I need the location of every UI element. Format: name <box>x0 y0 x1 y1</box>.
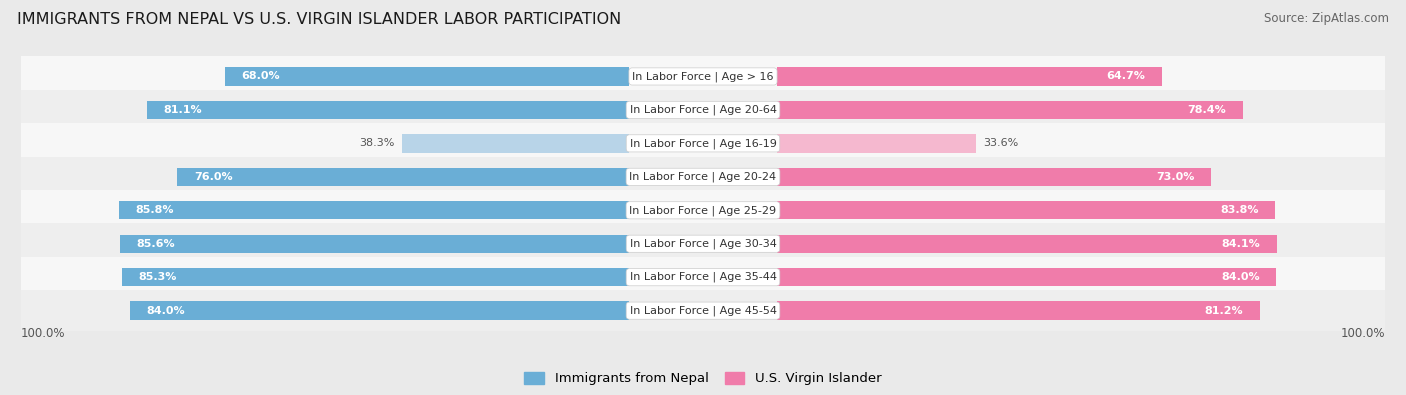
Text: In Labor Force | Age 20-64: In Labor Force | Age 20-64 <box>630 105 776 115</box>
Text: 100.0%: 100.0% <box>21 327 66 340</box>
Bar <box>776 268 1277 286</box>
Text: 73.0%: 73.0% <box>1156 172 1194 182</box>
Bar <box>129 301 630 320</box>
Text: IMMIGRANTS FROM NEPAL VS U.S. VIRGIN ISLANDER LABOR PARTICIPATION: IMMIGRANTS FROM NEPAL VS U.S. VIRGIN ISL… <box>17 12 621 27</box>
Bar <box>776 67 1161 86</box>
Bar <box>21 123 1385 164</box>
Text: In Labor Force | Age 20-24: In Labor Force | Age 20-24 <box>630 171 776 182</box>
Bar <box>776 167 1211 186</box>
Text: In Labor Force | Age 25-29: In Labor Force | Age 25-29 <box>630 205 776 216</box>
Bar <box>120 235 630 253</box>
Bar <box>21 257 1385 297</box>
Text: 83.8%: 83.8% <box>1220 205 1258 215</box>
Text: 38.3%: 38.3% <box>360 138 395 149</box>
Bar <box>21 224 1385 264</box>
Bar <box>146 101 630 119</box>
Text: 85.6%: 85.6% <box>136 239 176 249</box>
Text: 85.8%: 85.8% <box>135 205 174 215</box>
Text: In Labor Force | Age 30-34: In Labor Force | Age 30-34 <box>630 239 776 249</box>
Text: In Labor Force | Age > 16: In Labor Force | Age > 16 <box>633 71 773 82</box>
Text: In Labor Force | Age 35-44: In Labor Force | Age 35-44 <box>630 272 776 282</box>
Text: 81.1%: 81.1% <box>163 105 202 115</box>
Bar <box>122 268 630 286</box>
Text: 100.0%: 100.0% <box>1340 327 1385 340</box>
Text: Source: ZipAtlas.com: Source: ZipAtlas.com <box>1264 12 1389 25</box>
Text: 81.2%: 81.2% <box>1205 306 1243 316</box>
Bar <box>776 235 1277 253</box>
Text: 84.0%: 84.0% <box>146 306 186 316</box>
Text: 84.0%: 84.0% <box>1220 272 1260 282</box>
Bar <box>776 101 1243 119</box>
Bar <box>120 201 630 220</box>
Text: 76.0%: 76.0% <box>194 172 232 182</box>
Text: In Labor Force | Age 45-54: In Labor Force | Age 45-54 <box>630 305 776 316</box>
Bar <box>21 156 1385 197</box>
Bar <box>177 167 630 186</box>
Bar <box>225 67 630 86</box>
Text: In Labor Force | Age 16-19: In Labor Force | Age 16-19 <box>630 138 776 149</box>
Bar <box>21 290 1385 331</box>
Text: 84.1%: 84.1% <box>1222 239 1260 249</box>
Text: 64.7%: 64.7% <box>1107 71 1144 81</box>
Text: 85.3%: 85.3% <box>139 272 177 282</box>
Text: 78.4%: 78.4% <box>1188 105 1226 115</box>
Legend: Immigrants from Nepal, U.S. Virgin Islander: Immigrants from Nepal, U.S. Virgin Islan… <box>517 365 889 392</box>
Bar <box>21 190 1385 231</box>
Bar <box>776 301 1260 320</box>
Bar <box>776 201 1275 220</box>
Text: 33.6%: 33.6% <box>983 138 1018 149</box>
Text: 68.0%: 68.0% <box>242 71 280 81</box>
Bar <box>21 56 1385 97</box>
Bar <box>776 134 976 152</box>
Bar <box>21 90 1385 130</box>
Bar <box>402 134 630 152</box>
